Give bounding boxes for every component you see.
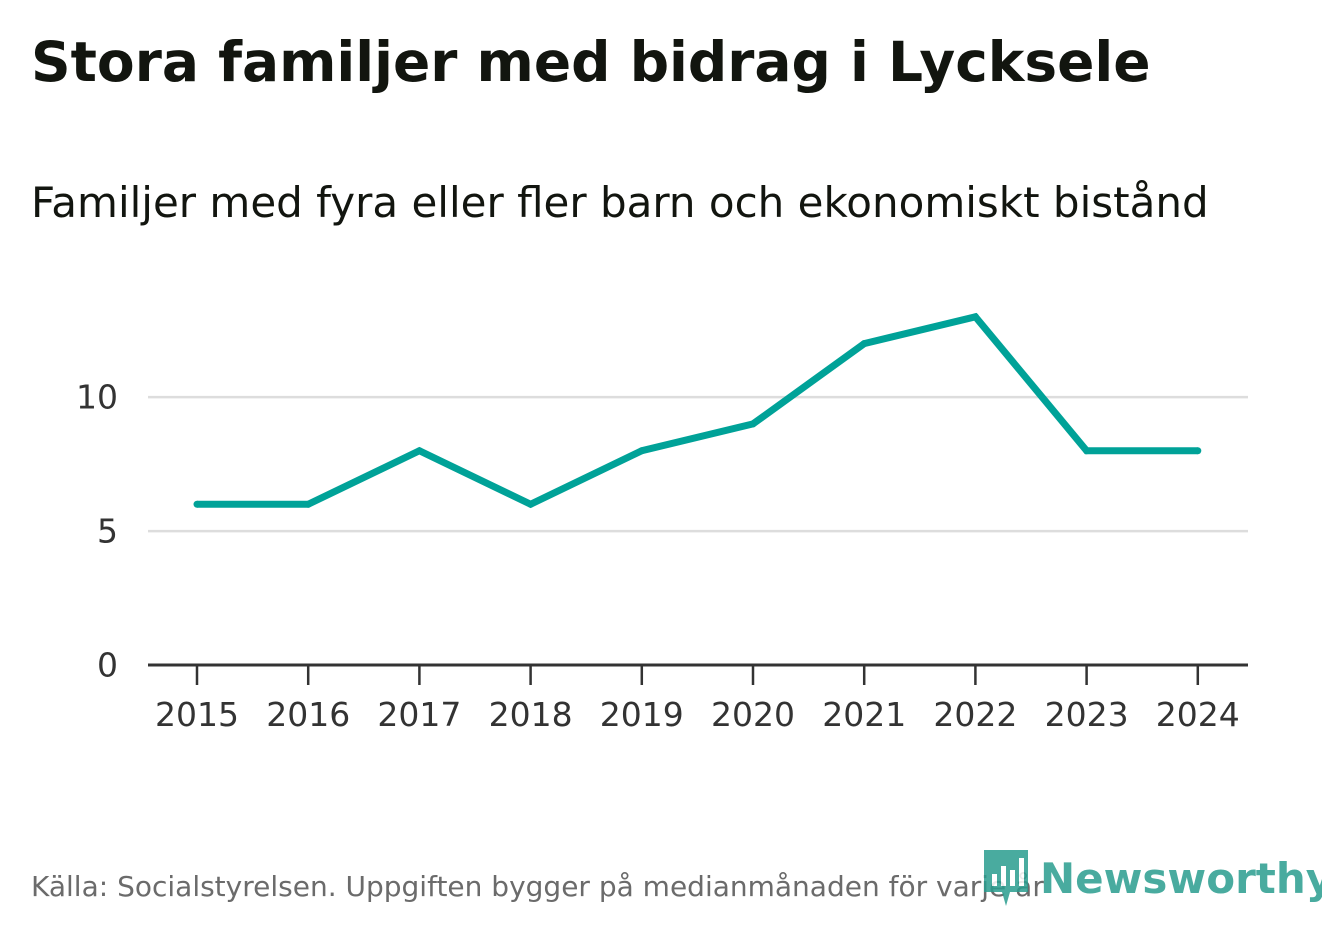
data-point-2024[interactable] — [1194, 447, 1202, 455]
newsworthy-logo[interactable]: Newsworthy — [982, 848, 1322, 908]
y-tick-label: 10 — [76, 378, 118, 417]
x-tick-label: 2023 — [1045, 695, 1129, 734]
data-point-2019[interactable] — [638, 447, 646, 455]
x-tick-label: 2017 — [377, 695, 461, 734]
x-tick-label: 2019 — [600, 695, 684, 734]
data-point-2022[interactable] — [971, 313, 979, 321]
data-point-2023[interactable] — [1083, 447, 1091, 455]
x-tick-label: 2015 — [155, 695, 239, 734]
data-point-2018[interactable] — [527, 500, 535, 508]
brand-name: Newsworthy — [1040, 853, 1322, 903]
x-tick-label: 2020 — [711, 695, 795, 734]
y-tick-label: 5 — [97, 512, 118, 551]
data-point-2016[interactable] — [304, 500, 312, 508]
chart-subtitle: Familjer med fyra eller fler barn och ek… — [31, 178, 1209, 227]
x-tick-label: 2016 — [266, 695, 350, 734]
series-line-0[interactable] — [197, 312, 1198, 509]
data-point-2021[interactable] — [860, 340, 868, 348]
source-note: Källa: Socialstyrelsen. Uppgiften bygger… — [31, 870, 1044, 903]
series-layer — [193, 312, 1202, 509]
newsworthy-chart-icon — [984, 850, 1028, 906]
data-point-2020[interactable] — [749, 420, 757, 428]
x-tick-label: 2022 — [933, 695, 1017, 734]
x-tick-label: 2021 — [822, 695, 906, 734]
y-tick-label: 0 — [97, 646, 118, 685]
gridlines: 0 5 10 — [76, 378, 1248, 685]
data-point-2017[interactable] — [415, 447, 423, 455]
chart-title: Stora familjer med bidrag i Lycksele — [31, 30, 1151, 94]
x-tick-label: 2024 — [1156, 695, 1240, 734]
x-axis: 2015 2016 2017 2018 2019 2020 2021 2022 2023 2024 — [148, 663, 1248, 734]
data-point-2015[interactable] — [193, 500, 201, 508]
x-tick-label: 2018 — [489, 695, 573, 734]
